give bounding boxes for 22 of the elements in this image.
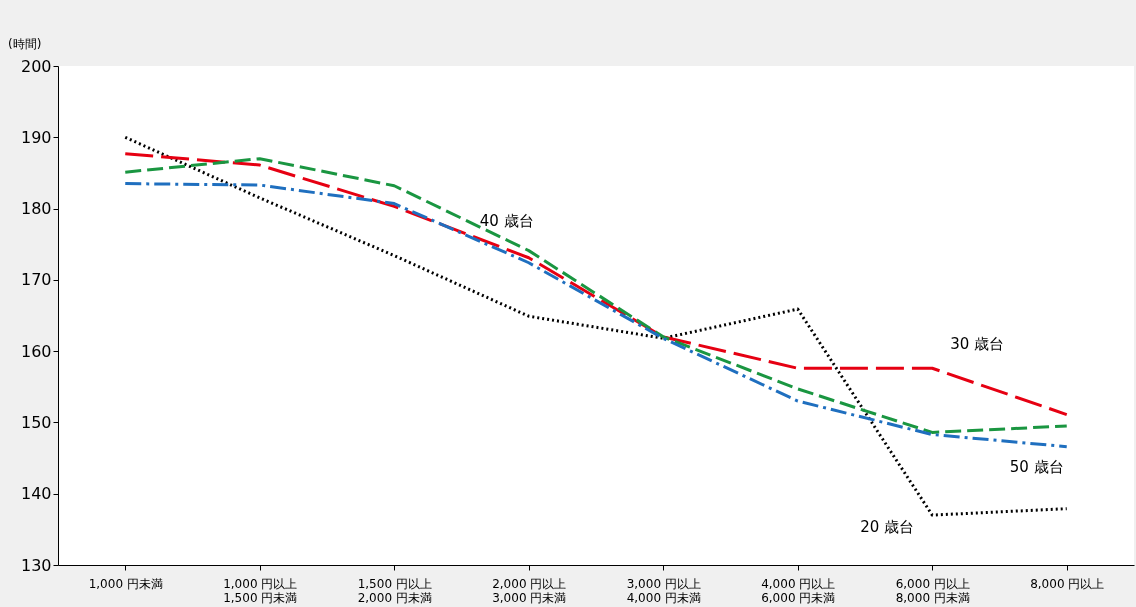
series-label: 20 歳台 <box>860 518 915 537</box>
x-tick-label: 2,000 円以上 3,000 円未満 <box>492 576 567 605</box>
y-tick-label: 130 <box>20 555 52 575</box>
y-axis-title: (時間) <box>8 37 42 51</box>
series-label: 40 歳台 <box>479 211 534 230</box>
series-label: 50 歳台 <box>1009 457 1064 476</box>
x-tick-label: 1,000 円以上 1,500 円未満 <box>223 576 298 605</box>
y-tick-label: 170 <box>20 270 52 290</box>
x-tick-label: 8,000 円以上 <box>1030 576 1105 591</box>
y-tick-label: 190 <box>20 127 52 147</box>
line-series <box>123 135 1069 517</box>
y-tick-label: 140 <box>20 484 52 504</box>
x-tick-label: 1,000 円未満 <box>88 576 163 591</box>
x-tick-label: 4,000 円以上 6,000 円未満 <box>761 576 836 605</box>
y-tick-label: 160 <box>20 341 52 361</box>
x-tick-label: 3,000 円以上 4,000 円未満 <box>626 576 701 605</box>
x-tick-label: 1,500 円以上 2,000 円未満 <box>357 576 432 605</box>
y-tick-label: 150 <box>20 412 52 432</box>
y-tick-label: 200 <box>20 56 52 76</box>
y-tick-label: 180 <box>20 199 52 219</box>
series-label: 30 歳台 <box>950 335 1005 354</box>
x-tick-label: 6,000 円以上 8,000 円未満 <box>895 576 970 605</box>
